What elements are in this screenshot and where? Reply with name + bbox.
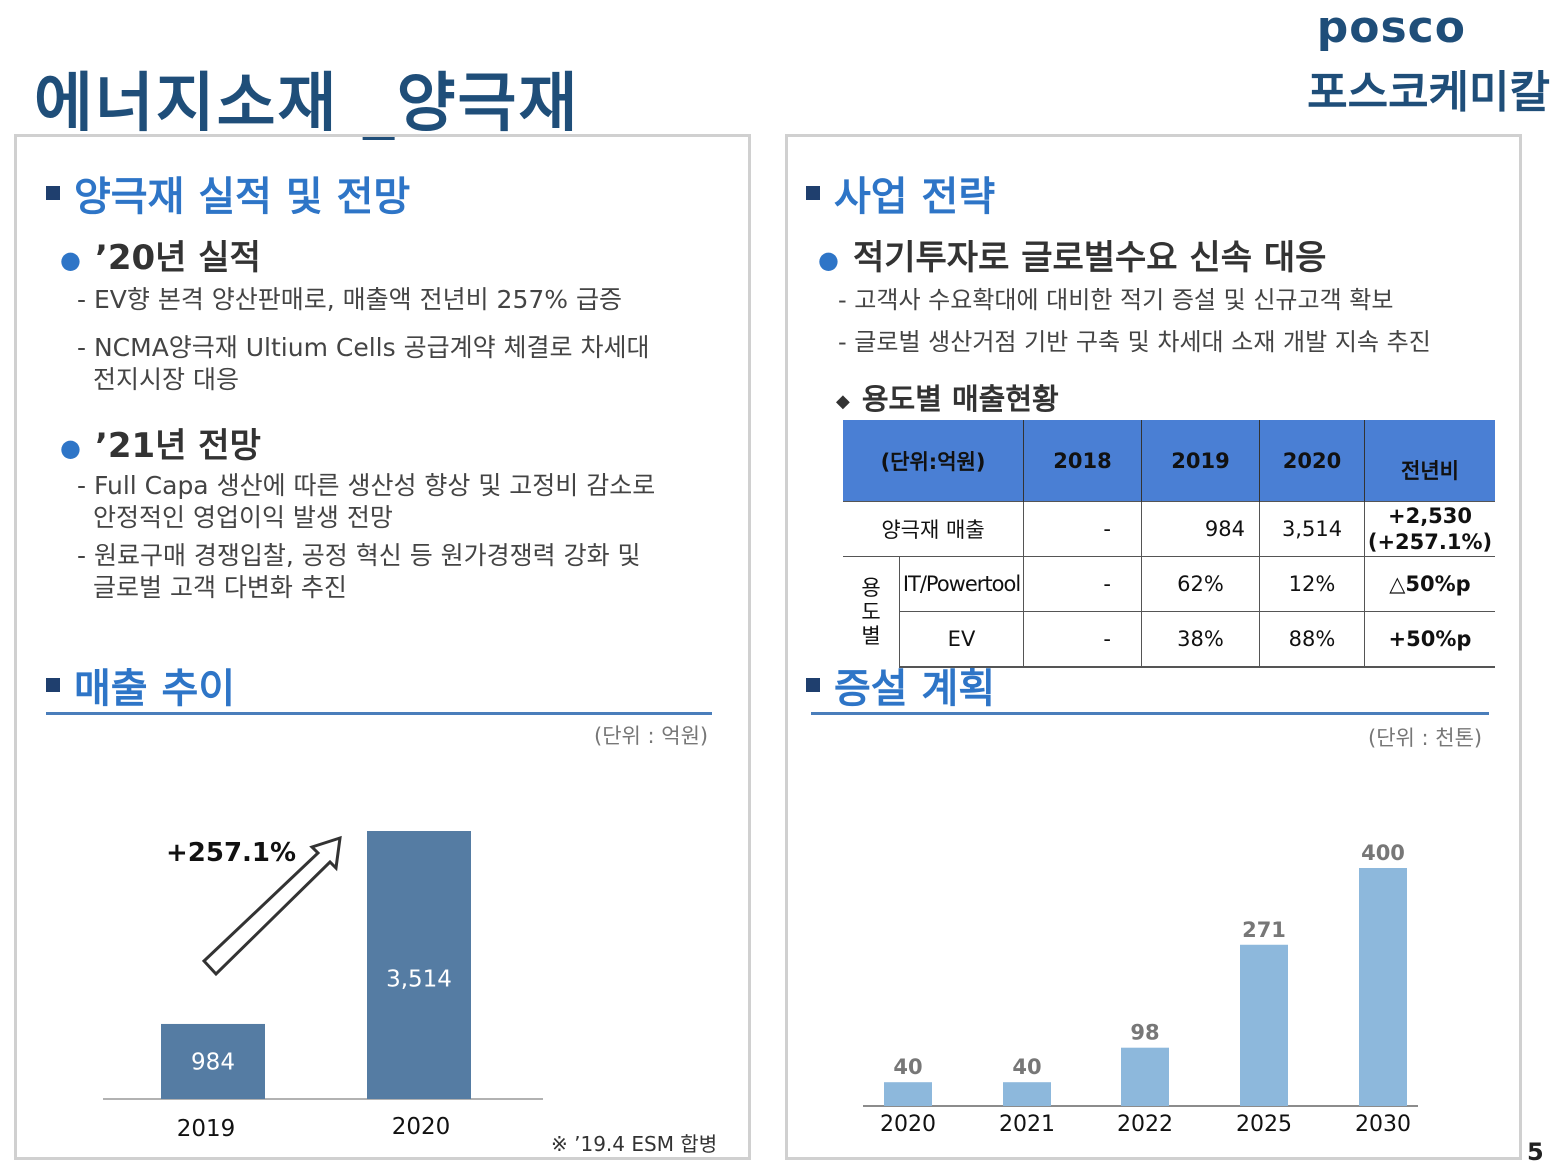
table-row: 양극재 매출 - 984 3,514 +2,530 (+257.1%): [843, 501, 1495, 557]
sales-chart: 984 3,514 2019 2020 +257.1%: [103, 831, 543, 1142]
text-line: - 원료구매 경쟁입찰, 공정 혁신 등 원가경쟁력 강화 및: [77, 541, 641, 570]
capacity-chart: 40 2020 40 2021 98 2022 271 2025 400 2030: [863, 841, 1418, 1137]
x-tick-label: 2021: [999, 1112, 1055, 1137]
section-divider: [46, 712, 712, 715]
dot-bullet-icon: ●: [60, 245, 81, 274]
table-row: EV - 38% 88% +50%p: [843, 611, 1495, 668]
unit-label: (단위 : 천톤): [1368, 726, 1483, 750]
page-title: 에너지소재 _양극재: [34, 67, 580, 141]
diamond-bullet-icon: ◆: [836, 390, 850, 412]
yoy-percent: (+257.1%): [1367, 530, 1493, 554]
bar-value-label: 40: [893, 1055, 922, 1079]
left-panel: [14, 134, 751, 1160]
bar-value-label: 984: [191, 1049, 235, 1075]
subtitle-usage-sales: ◆ 용도별 매출현황: [836, 382, 1059, 416]
section-divider: [811, 712, 1489, 715]
square-bullet-icon: [806, 186, 820, 200]
bar-value-label: 400: [1361, 841, 1405, 865]
bar-2020: [367, 831, 471, 1099]
section-title-performance: 양극재 실적 및 전망: [46, 164, 410, 222]
x-tick-label: 2020: [392, 1114, 451, 1140]
table-header: 2020: [1259, 420, 1365, 502]
growth-arrow-icon: [201, 835, 342, 977]
text-line: - 고객사 수요확대에 대비한 적기 증설 및 신규고객 확보: [838, 286, 1394, 314]
page-number: 5: [1527, 1138, 1544, 1166]
section-title-strategy: 사업 전략: [806, 164, 995, 222]
bar-value-label: 3,514: [386, 966, 452, 992]
bar-2020: [884, 1082, 932, 1106]
company-logo-text: 포스코케미칼: [1307, 67, 1550, 118]
dot-bullet-icon: ●: [60, 433, 81, 462]
footnote: ※ ’19.4 ESM 합병: [551, 1132, 718, 1156]
bar-2030: [1359, 868, 1407, 1106]
usage-sales-table: (단위:억원) 2018 2019 2020 전년비 양극재 매출 - 984 …: [843, 420, 1495, 668]
bullet-2021-outlook: ● ’21년 전망: [60, 426, 261, 466]
yoy-amount: +2,530: [1387, 504, 1473, 528]
bar-2021: [1003, 1082, 1051, 1106]
bar-2022: [1121, 1047, 1169, 1106]
bullet-2020-results: ● ’20년 실적: [60, 238, 261, 278]
section-title-sales-trend: 매출 추이: [46, 656, 235, 714]
posco-logo: posco: [1316, 2, 1466, 53]
unit-label: (단위 : 억원): [594, 724, 709, 748]
bar-2019: [161, 1023, 265, 1099]
section-title-expansion: 증설 계획: [806, 656, 995, 714]
text-line: 전지시장 대응: [93, 365, 239, 394]
text-line: 안정적인 영업이익 발생 전망: [93, 503, 393, 532]
text-line: - EV향 본격 양산판매로, 매출액 전년비 257% 급증: [77, 285, 622, 314]
bar-value-label: 98: [1130, 1021, 1159, 1045]
text-line: - NCMA양극재 Ultium Cells 공급계약 체결로 차세대: [77, 333, 650, 362]
bar-2025: [1240, 944, 1288, 1106]
text-line: 글로벌 고객 다변화 추진: [93, 573, 347, 602]
table-header: (단위:억원): [843, 420, 1024, 502]
growth-annotation: +257.1%: [166, 838, 296, 868]
table-header: 2019: [1141, 420, 1260, 502]
x-tick-label: 2025: [1236, 1112, 1292, 1137]
dot-bullet-icon: ●: [818, 245, 839, 274]
square-bullet-icon: [46, 678, 60, 692]
x-tick-label: 2020: [880, 1112, 936, 1137]
square-bullet-icon: [806, 678, 820, 692]
bar-value-label: 40: [1012, 1055, 1041, 1079]
right-panel: [785, 134, 1522, 1160]
x-tick-label: 2019: [177, 1116, 236, 1142]
bullet-strategy: ● 적기투자로 글로벌수요 신속 대응: [818, 238, 1327, 278]
x-tick-label: 2030: [1355, 1112, 1411, 1137]
text-line: - 글로벌 생산거점 기반 구축 및 차세대 소재 개발 지속 추진: [838, 328, 1431, 356]
table-header: 2018: [1023, 420, 1142, 502]
x-tick-label: 2022: [1117, 1112, 1173, 1137]
table-header: 전년비: [1364, 420, 1495, 502]
square-bullet-icon: [46, 186, 60, 200]
text-line: - Full Capa 생산에 따른 생산성 향상 및 고정비 감소로: [77, 471, 656, 500]
bar-value-label: 271: [1242, 918, 1286, 942]
